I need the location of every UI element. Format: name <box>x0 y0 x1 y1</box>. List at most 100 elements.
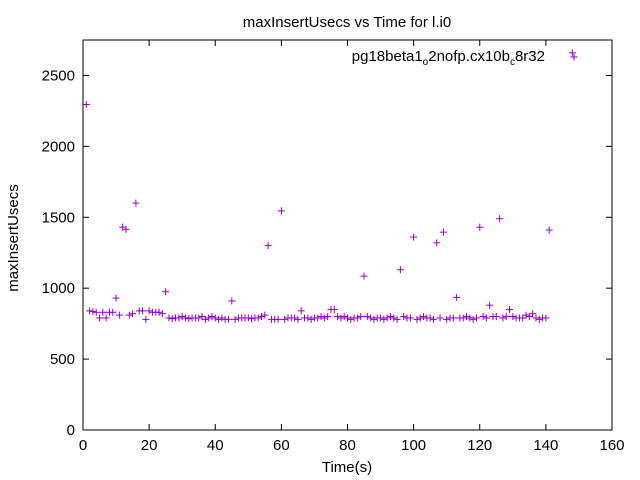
legend-marker <box>570 53 578 61</box>
data-point <box>443 315 451 323</box>
data-point <box>506 305 514 313</box>
x-tick-label: 100 <box>401 437 426 454</box>
legend-label-subscript: o <box>423 57 429 68</box>
data-point <box>228 297 236 305</box>
data-point <box>115 311 123 319</box>
legend-label-part: pg18beta1 <box>352 48 423 65</box>
data-point <box>400 313 408 321</box>
data-point <box>86 307 94 315</box>
data-point <box>535 315 543 323</box>
data-point <box>545 226 553 234</box>
legend-label-part: 2nofp.cx10b <box>428 48 510 65</box>
data-point <box>155 308 163 316</box>
x-tick-label: 80 <box>339 437 356 454</box>
y-tick-label: 1000 <box>42 280 75 297</box>
data-point <box>109 308 117 316</box>
legend-marker-symbol <box>570 53 578 61</box>
x-tick-label: 160 <box>599 437 624 454</box>
y-tick-label: 0 <box>67 422 75 439</box>
data-point <box>99 308 107 316</box>
data-point <box>320 314 328 322</box>
data-point <box>165 314 173 322</box>
chart-title: maxInsertUsecs vs Time for l.i0 <box>243 14 451 31</box>
data-point <box>532 314 540 322</box>
data-point <box>496 215 504 223</box>
x-tick-label: 20 <box>141 437 158 454</box>
data-point <box>393 315 401 323</box>
data-point <box>218 314 226 322</box>
x-axis-label: Time(s) <box>322 459 372 476</box>
data-point <box>314 314 322 322</box>
data-point <box>383 314 391 322</box>
data-point <box>439 228 447 236</box>
data-point <box>466 314 474 322</box>
data-point <box>139 307 147 315</box>
data-point <box>211 314 219 322</box>
legend-label-subscript: c <box>510 57 515 68</box>
data-point <box>499 314 507 322</box>
data-point <box>112 294 120 302</box>
x-tick-label: 60 <box>273 437 290 454</box>
y-axis-ticks: 0 500 1000 1500 2000 2500 <box>42 67 612 439</box>
data-point <box>509 313 517 321</box>
data-point <box>525 313 533 321</box>
data-point <box>248 315 256 323</box>
data-point <box>433 239 441 247</box>
data-point <box>429 315 437 323</box>
data-point <box>492 313 500 321</box>
data-point <box>181 314 189 322</box>
data-point <box>162 288 170 296</box>
data-point <box>231 315 239 323</box>
data-point <box>224 315 232 323</box>
y-tick-label: 500 <box>50 351 75 368</box>
data-point <box>304 314 312 322</box>
legend-label-part: 8r32 <box>515 48 545 65</box>
data-point <box>486 301 494 309</box>
data-point <box>92 308 100 316</box>
data-point <box>201 315 209 323</box>
data-point <box>479 313 487 321</box>
data-point <box>145 307 153 315</box>
data-point <box>416 314 424 322</box>
x-tick-label: 120 <box>467 437 492 454</box>
data-point <box>96 314 104 322</box>
data-point <box>129 310 137 318</box>
data-point <box>208 313 216 321</box>
data-point <box>254 314 262 322</box>
legend: pg18beta1o2nofp.cx10bc8r32 <box>352 48 578 68</box>
data-point <box>198 313 206 321</box>
data-point <box>294 315 302 323</box>
data-point <box>122 225 130 233</box>
data-point <box>396 266 404 274</box>
data-point <box>168 315 176 323</box>
data-point <box>344 314 351 322</box>
data-point <box>125 311 133 319</box>
data-point <box>449 314 457 322</box>
data-point <box>390 314 398 322</box>
y-tick-label: 1500 <box>42 209 75 226</box>
data-point <box>377 314 385 322</box>
data-point <box>258 313 266 321</box>
data-point <box>347 315 355 323</box>
data-point <box>195 314 203 322</box>
data-point <box>386 313 394 321</box>
data-point <box>307 315 315 323</box>
legend-label: pg18beta1o2nofp.cx10bc8r32 <box>352 48 545 68</box>
data-point <box>277 207 285 215</box>
data-point <box>185 315 193 323</box>
x-tick-label: 0 <box>79 437 87 454</box>
data-point <box>410 233 418 241</box>
y-tick-label: 2000 <box>42 138 75 155</box>
y-axis-label: maxInsertUsecs <box>5 184 22 292</box>
y-tick-label: 2500 <box>42 67 75 84</box>
data-point <box>158 310 166 318</box>
plot-border <box>82 39 613 431</box>
data-point <box>317 313 325 321</box>
data-point <box>334 313 342 321</box>
data-point <box>205 314 213 322</box>
data-point <box>357 313 365 321</box>
data-point <box>370 315 378 323</box>
data-point <box>264 242 272 250</box>
data-point <box>102 314 110 322</box>
